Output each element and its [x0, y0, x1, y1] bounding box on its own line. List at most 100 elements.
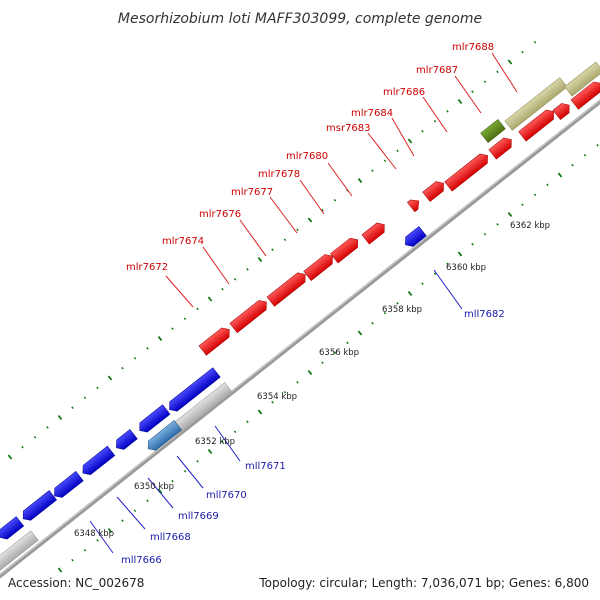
gene-label-mlr7677[interactable]: mlr7677 [231, 187, 273, 198]
major-tick [507, 59, 513, 65]
reverse-gene-labels: mll7666 mll7668 mll7669 mll7670 mll7671 … [121, 309, 505, 566]
gene-label-mll7682[interactable]: mll7682 [464, 309, 505, 320]
scale-label-6348: 6348 kbp [74, 529, 114, 539]
map-title: Mesorhizobium loti MAFF303099, complete … [118, 11, 482, 27]
scale-label-6362: 6362 kbp [510, 221, 550, 231]
gene-forward[interactable] [407, 196, 422, 213]
minor-tick [333, 351, 337, 355]
gene-features [0, 61, 600, 572]
gene-forward[interactable] [361, 220, 388, 245]
gene-reverse[interactable] [79, 445, 116, 478]
gene-forward[interactable] [444, 151, 492, 192]
minor-tick [196, 460, 199, 463]
minor-tick [133, 356, 137, 360]
genome-summary-text: Topology: circular; Length: 7,036,071 bp… [259, 576, 589, 590]
major-tick [407, 138, 413, 144]
major-tick [457, 251, 463, 257]
major-tick [507, 212, 513, 217]
minor-tick [321, 208, 324, 212]
minor-tick [483, 80, 487, 84]
gene-label-mlr7674[interactable]: mlr7674 [162, 236, 204, 247]
minor-tick [383, 311, 387, 315]
minor-tick [471, 90, 474, 93]
minor-tick [233, 430, 237, 434]
gene-forward[interactable] [518, 107, 558, 142]
minor-tick [446, 262, 449, 266]
gene-forward[interactable] [552, 100, 573, 121]
gene-label-mll7669[interactable]: mll7669 [178, 511, 219, 522]
major-tick [107, 527, 113, 534]
minor-tick [533, 193, 537, 197]
major-tick [407, 291, 413, 296]
minor-tick [433, 272, 437, 276]
gene-feature-gray[interactable] [0, 530, 39, 572]
gene-label-msr7683[interactable]: msr7683 [326, 123, 371, 134]
gene-reverse[interactable] [166, 367, 221, 415]
gene-label-mlr7672[interactable]: mlr7672 [126, 262, 168, 273]
gene-label-mll7671[interactable]: mll7671 [245, 461, 286, 472]
gene-forward[interactable] [422, 178, 448, 202]
minor-tick [496, 223, 499, 226]
major-tick [157, 336, 163, 341]
major-tick [57, 567, 63, 573]
gene-label-mlr7688[interactable]: mlr7688 [452, 42, 494, 53]
gene-reverse-steel[interactable] [144, 420, 182, 454]
scale-label-6352: 6352 kbp [195, 437, 235, 447]
gene-label-mlr7676[interactable]: mlr7676 [199, 209, 241, 220]
minor-tick [596, 144, 599, 147]
gene-forward[interactable] [570, 79, 600, 110]
gene-feature-olive[interactable] [480, 119, 506, 143]
minor-tick [346, 341, 349, 345]
gene-label-mlr7678[interactable]: mlr7678 [258, 169, 300, 180]
gene-label-mll7666[interactable]: mll7666 [121, 555, 162, 566]
minor-tick [146, 499, 149, 503]
gene-reverse[interactable] [136, 404, 171, 435]
minor-tick [183, 469, 187, 473]
gene-forward[interactable] [266, 270, 309, 307]
accession-text: Accession: NC_002678 [8, 576, 145, 590]
minor-tick [271, 248, 274, 251]
gene-label-mlr7684[interactable]: mlr7684 [351, 108, 393, 119]
gene-reverse[interactable] [51, 471, 84, 500]
gene-label-mll7670[interactable]: mll7670 [206, 490, 247, 501]
gene-label-mll7668[interactable]: mll7668 [150, 532, 191, 543]
major-tick [207, 296, 213, 302]
minor-tick [371, 169, 374, 172]
major-tick [307, 370, 313, 375]
minor-tick [146, 347, 149, 350]
minor-tick [421, 282, 424, 285]
minor-tick [546, 183, 549, 187]
minor-tick [283, 238, 287, 242]
minor-tick [246, 268, 249, 271]
minor-tick [296, 381, 299, 384]
minor-tick [483, 232, 487, 236]
gene-forward[interactable] [330, 235, 362, 264]
minor-tick [96, 539, 99, 542]
major-tick [257, 409, 263, 415]
gene-forward[interactable] [488, 135, 515, 160]
tick-rows [7, 40, 599, 573]
gene-forward[interactable] [229, 297, 270, 334]
gene-forward[interactable] [303, 251, 337, 281]
scale-label-6350: 6350 kbp [134, 482, 174, 492]
gene-forward[interactable] [198, 325, 233, 356]
minor-tick [171, 327, 174, 330]
minor-tick [246, 420, 249, 424]
gene-reverse[interactable] [0, 516, 25, 543]
gene-reverse[interactable] [402, 226, 427, 249]
minor-tick [396, 149, 399, 153]
minor-tick [83, 396, 87, 400]
minor-tick [396, 302, 399, 305]
gene-feature-khaki[interactable] [564, 61, 600, 97]
gene-label-mlr7680[interactable]: mlr7680 [286, 151, 328, 162]
gene-reverse[interactable] [113, 429, 138, 452]
gene-label-mlr7686[interactable]: mlr7686 [383, 87, 425, 98]
minor-tick [121, 366, 124, 370]
minor-tick [496, 70, 499, 74]
major-tick [357, 178, 363, 183]
gene-reverse[interactable] [19, 490, 57, 524]
major-tick [457, 98, 463, 105]
minor-tick [221, 287, 224, 291]
gene-label-mlr7687[interactable]: mlr7687 [416, 65, 458, 76]
minor-tick [521, 50, 524, 54]
